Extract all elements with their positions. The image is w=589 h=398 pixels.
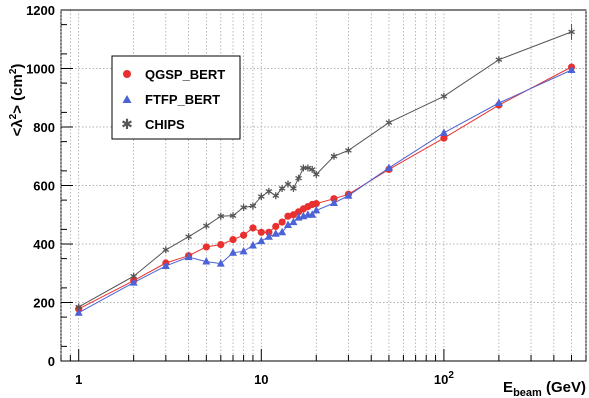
x-axis-title-unit: (GeV): [542, 379, 586, 396]
x-tick-label: 1: [75, 372, 82, 387]
series-layer: [74, 23, 576, 316]
point-chips: [217, 212, 225, 220]
y-tick-label: 400: [33, 237, 55, 252]
point-chips: [130, 272, 138, 280]
svg-text:Ebeam (GeV): Ebeam (GeV): [503, 379, 586, 398]
point-chips: [290, 184, 297, 192]
point-ftfp-bert: [129, 278, 138, 286]
legend-box: [111, 55, 241, 140]
y-axis-title-end: ): [9, 64, 26, 69]
y-tick-label: 600: [33, 179, 55, 194]
point-chips: [240, 203, 247, 211]
y-tick-label: 0: [48, 354, 55, 369]
point-ftfp-bert: [384, 163, 393, 171]
point-chips: [330, 152, 338, 160]
point-ftfp-bert: [257, 236, 266, 245]
point-qgsp-bert: [272, 222, 280, 231]
point-chips: [308, 165, 316, 173]
point-ftfp-bert: [289, 217, 298, 226]
point-ftfp-bert: [494, 98, 503, 107]
point-ftfp-bert: [308, 210, 317, 218]
point-ftfp-bert: [344, 191, 353, 199]
legend: QGSP_BERT FTFP_BERT ✱ CHIPS: [111, 55, 241, 140]
point-qgsp-bert: [312, 200, 320, 208]
point-chips: [284, 180, 292, 188]
svg-text:<λ2> (cm2): <λ2> (cm2): [8, 64, 26, 137]
point-chips: [75, 303, 83, 311]
point-ftfp-bert: [229, 248, 238, 256]
point-ftfp-bert: [202, 257, 211, 265]
y-axis-title: <λ2> (cm2): [8, 64, 26, 137]
point-chips: [385, 119, 393, 127]
point-chips: [304, 164, 312, 172]
axes: 0 200 400 600 800 1000 1200 1 10 102: [26, 3, 587, 387]
legend-marker-ftfp: [122, 95, 132, 103]
point-ftfp-bert: [283, 220, 292, 228]
point-qgsp-bert: [440, 134, 448, 142]
point-qgsp-bert: [257, 228, 265, 236]
point-ftfp-bert: [184, 252, 193, 261]
legend-marker-chips: ✱: [121, 117, 133, 133]
point-chips: [295, 174, 302, 182]
point-ftfp-bert: [161, 261, 170, 269]
legend-label-chips: CHIPS: [145, 117, 185, 132]
point-qgsp-bert: [240, 231, 248, 239]
point-chips: [345, 146, 352, 154]
x-axis-title: Ebeam (GeV): [503, 379, 586, 398]
legend-label-ftfp: FTFP_BERT: [145, 92, 220, 107]
point-ftfp-bert: [439, 128, 448, 136]
point-ftfp-bert: [312, 205, 321, 214]
x-axis-title-main: E: [503, 379, 513, 396]
x-tick-label: 10: [254, 372, 268, 387]
y-tick-label: 800: [33, 120, 55, 135]
point-chips: [202, 222, 210, 230]
y-tick-label: 1200: [26, 3, 55, 18]
point-chips: [272, 192, 280, 200]
point-ftfp-bert: [329, 198, 338, 207]
point-chips: [249, 202, 257, 210]
point-ftfp-bert: [264, 232, 273, 240]
y-axis-title-sup: 2: [8, 113, 19, 119]
point-chips: [162, 246, 170, 254]
y-axis-title-sup2: 2: [8, 68, 19, 74]
point-chips: [440, 92, 448, 100]
point-ftfp-bert: [248, 240, 257, 249]
point-chips: [257, 193, 265, 201]
point-qgsp-bert: [249, 224, 257, 232]
point-chips: [312, 170, 320, 178]
x-axis-title-sub: beam: [513, 387, 542, 398]
point-qgsp-bert: [229, 236, 237, 244]
point-chips: [185, 233, 192, 241]
point-ftfp-bert: [74, 308, 83, 316]
point-ftfp-bert: [216, 259, 225, 267]
point-ftfp-bert: [271, 229, 280, 237]
point-qgsp-bert: [278, 218, 286, 226]
x-tick-label: 102: [434, 370, 454, 387]
point-qgsp-bert: [217, 240, 225, 249]
y-axis-title-mid: > (cm: [9, 74, 26, 114]
legend-marker-qgsp: [123, 70, 131, 78]
point-chips: [265, 187, 273, 195]
grid: [60, 10, 587, 361]
y-axis-title-main: <λ: [9, 119, 26, 137]
point-chips: [495, 56, 503, 64]
legend-label-qgsp: QGSP_BERT: [145, 67, 225, 82]
point-chips: [278, 184, 286, 192]
point-ftfp-bert: [567, 65, 576, 73]
point-ftfp-bert: [239, 246, 248, 255]
point-ftfp-bert: [278, 227, 287, 236]
y-tick-label: 1000: [26, 62, 55, 77]
point-qgsp-bert: [284, 212, 292, 220]
point-qgsp-bert: [202, 243, 210, 251]
y-tick-label: 200: [33, 296, 55, 311]
point-chips: [229, 212, 237, 220]
